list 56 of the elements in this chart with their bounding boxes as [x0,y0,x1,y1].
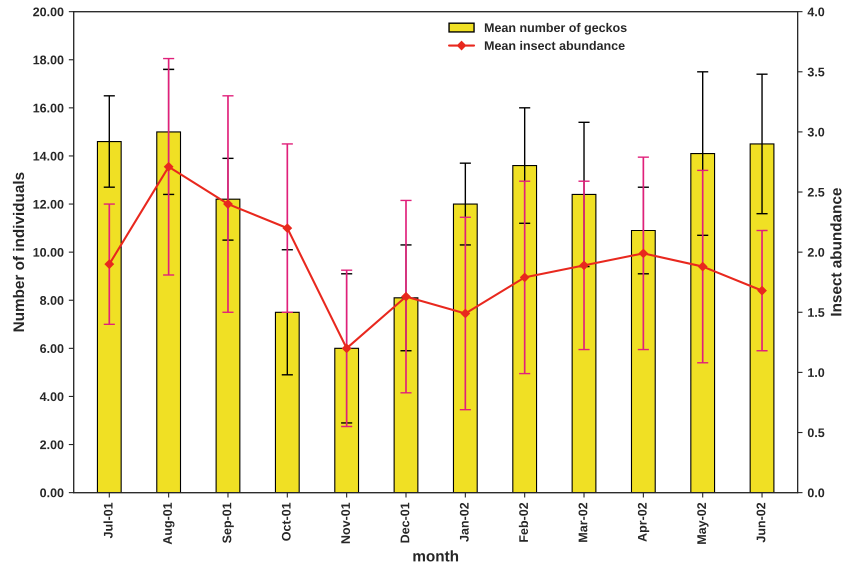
point [164,162,174,172]
bar [274,312,300,493]
bar [572,194,596,493]
y-tick-label: 0.00 [40,488,64,498]
y2-tick-label: 3.5 [808,68,824,76]
y2-tick-label: 3.0 [808,128,824,137]
point [282,223,292,233]
x-tick-label: Jan-02 [460,502,469,542]
x-tick-label: Jun-02 [756,502,766,542]
x-tick-label: Aug-01 [163,502,174,544]
point [460,308,470,318]
y-tick-label: 20.00 [33,7,64,16]
y2-tick-label: 4.0 [808,7,824,16]
bar [216,198,240,493]
legend-label: Mean insect abundance [484,40,625,50]
y-tick-label: 6.00 [40,344,64,353]
y2-axis-title: Insect abundance [830,188,842,316]
x-tick-label: Nov-01 [341,502,350,544]
y-tick-label: 2.00 [40,440,64,450]
bar [334,348,360,493]
point [520,272,530,282]
point [579,260,589,270]
point [223,199,233,209]
point [401,292,411,302]
y2-tick-label: 2.5 [808,188,824,197]
x-tick-label: Dec-01 [400,502,410,543]
y-tick-label: 18.00 [33,56,64,64]
x-tick-label: Oct-01 [282,502,291,541]
x-tick-label: Feb-02 [518,502,528,542]
bar [394,297,418,493]
point [757,286,767,296]
bar [156,131,182,493]
y2-tick-label: 0.0 [808,488,824,498]
y-tick-label: 8.00 [40,296,64,305]
point [698,262,708,272]
y-tick-label: 12.00 [33,200,64,209]
point [104,260,114,269]
y2-tick-label: 0.5 [808,428,824,438]
y-tick-label: 4.00 [40,392,64,402]
bar [630,230,656,493]
x-tick-label: May-02 [697,502,709,544]
y-tick-label: 16.00 [33,104,64,113]
x-tick-label: Jul-01 [103,502,113,538]
x-tick-label: Apr-02 [638,502,650,542]
y2-tick-label: 1.0 [808,368,824,378]
y-axis-title: Number of individuals [12,172,24,332]
y2-tick-label: 2.0 [808,248,824,257]
point [342,344,352,353]
y-tick-label: 14.00 [33,152,64,161]
point [638,248,648,258]
x-axis-title: month [413,550,458,562]
y2-tick-label: 1.5 [808,308,824,317]
y-tick-label: 10.00 [33,248,64,257]
legend-label: Mean number of geckos [484,22,627,35]
x-tick-label: Sep-01 [222,502,234,543]
x-tick-label: Mar-02 [578,502,588,542]
